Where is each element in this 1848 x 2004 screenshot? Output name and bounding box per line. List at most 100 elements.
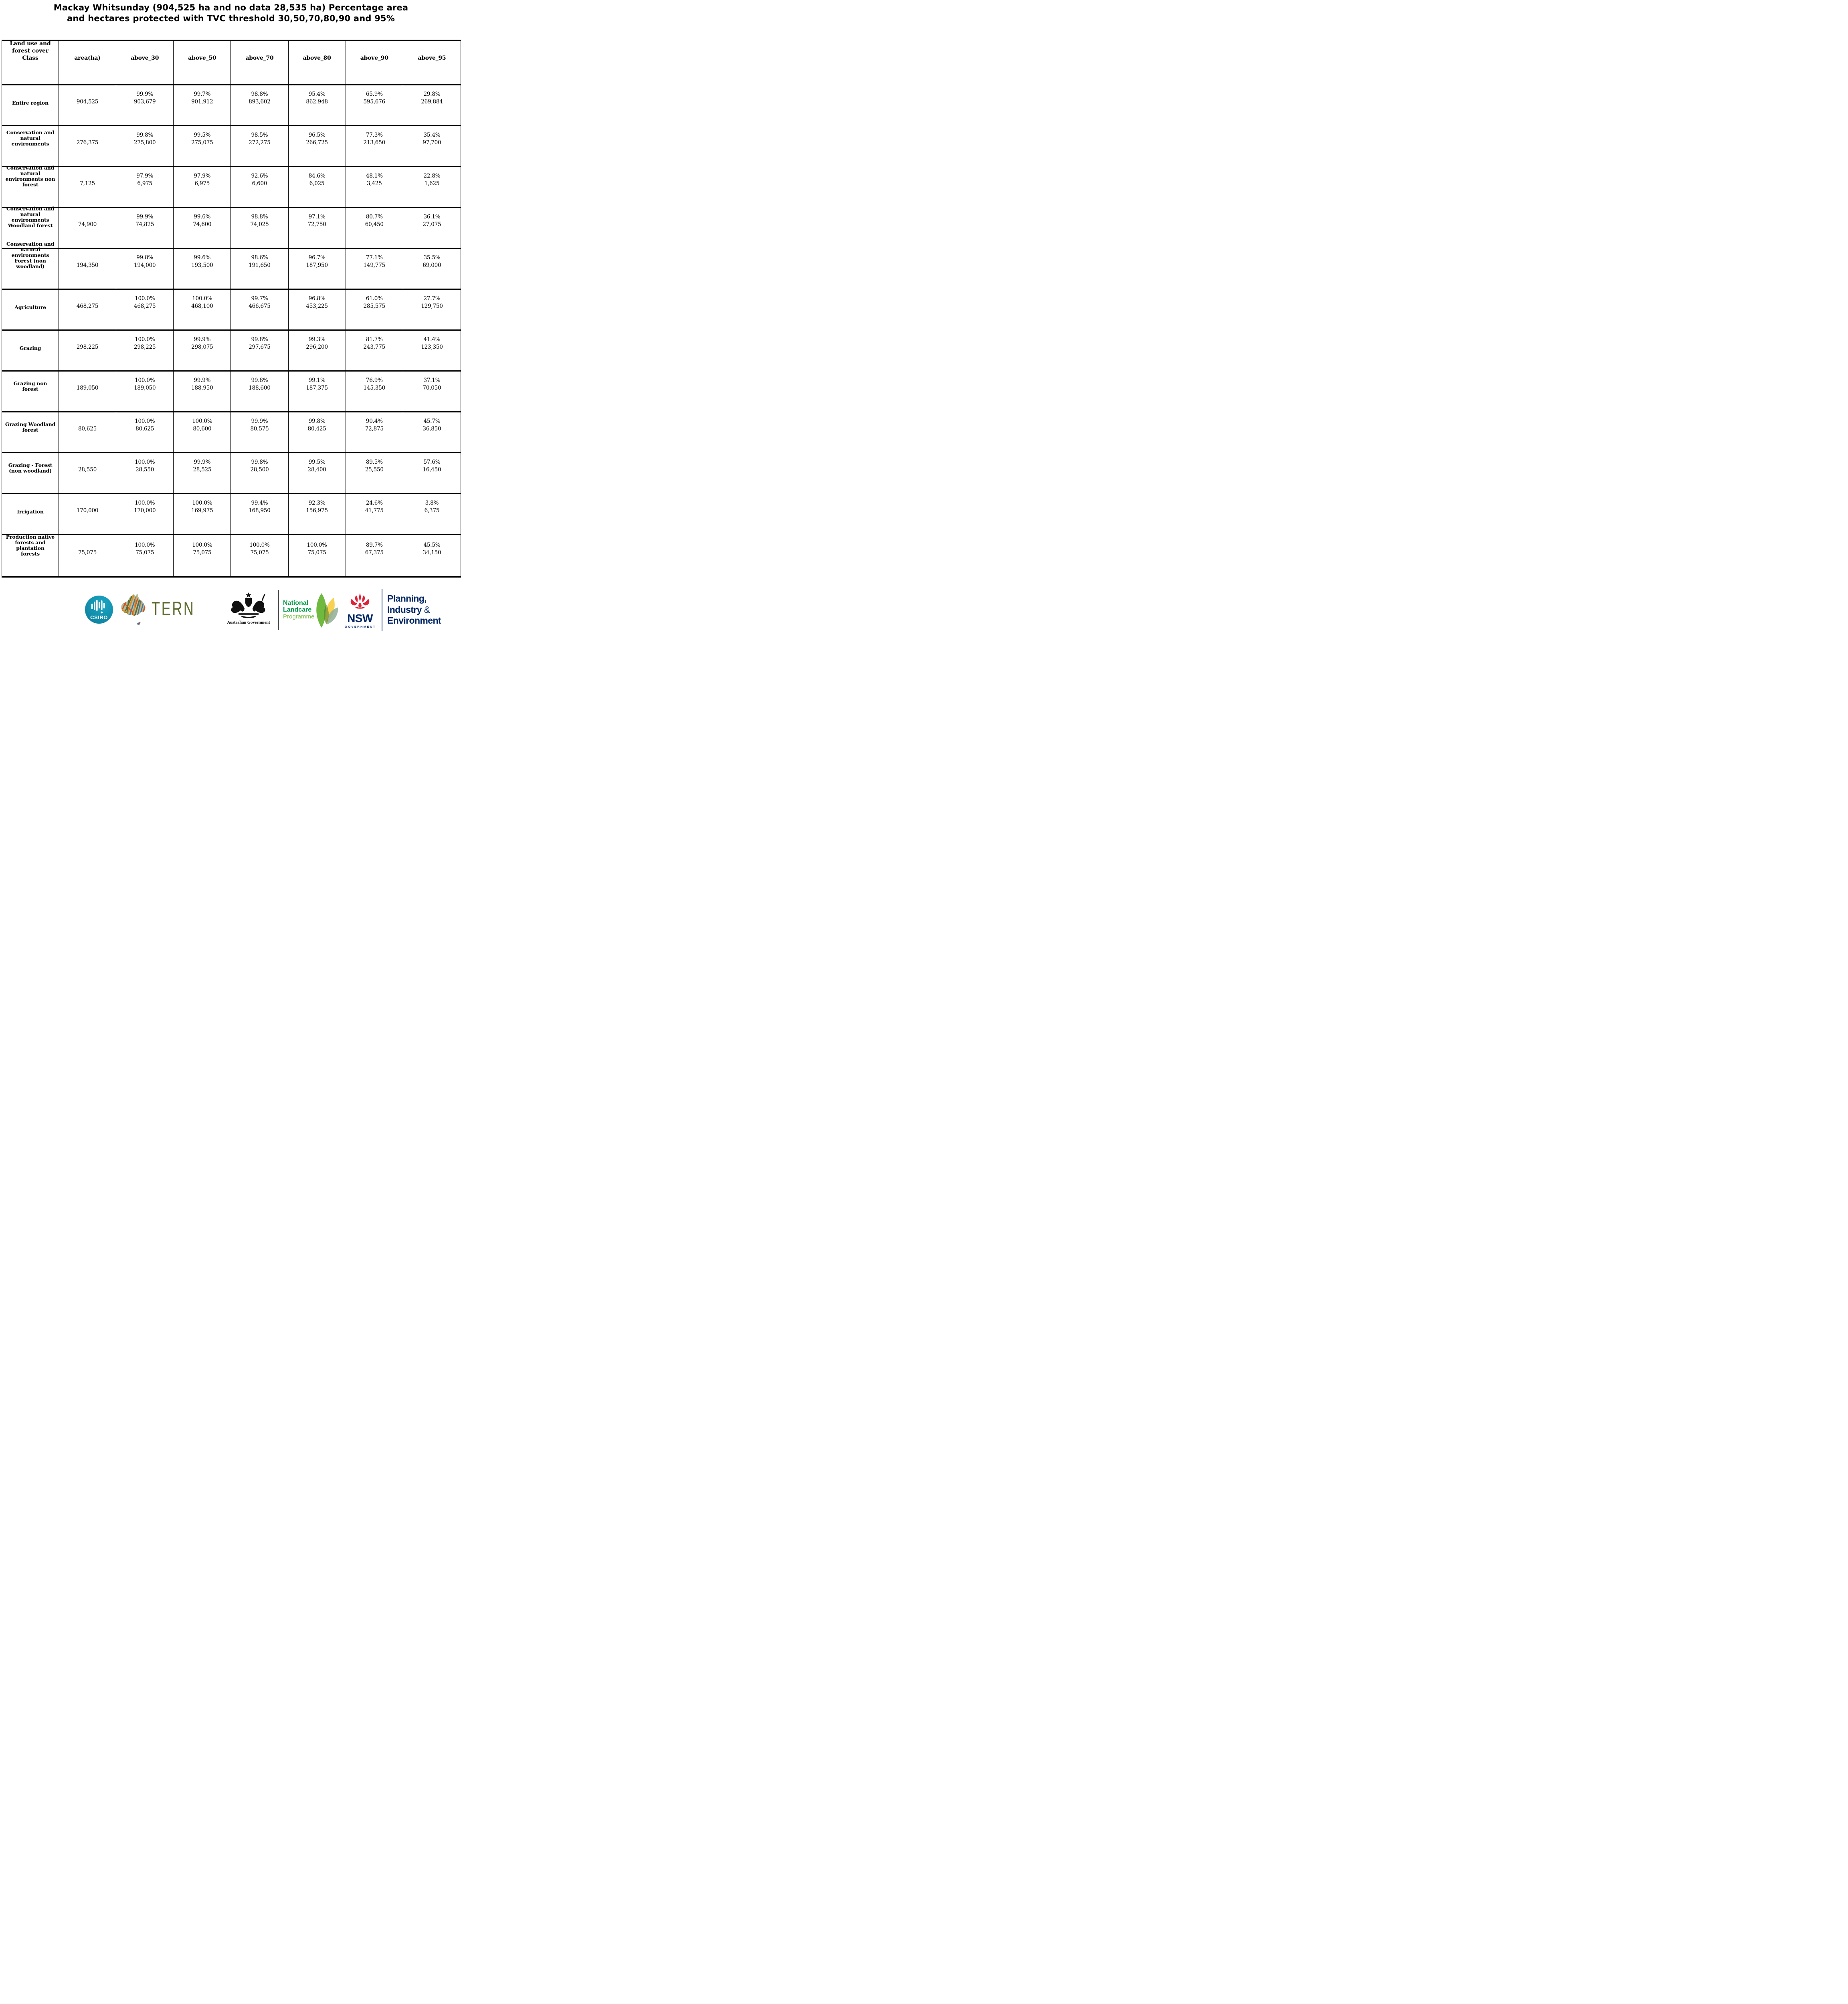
percent-value: 96.5% xyxy=(308,132,326,138)
hectares-value: 72,750 xyxy=(307,221,326,228)
percent-value: 98.8% xyxy=(251,91,268,97)
hectares-value: 169,975 xyxy=(191,507,213,514)
value-cell: 100.0% 28,550 xyxy=(116,453,174,493)
hectares-value: 80,575 xyxy=(250,426,269,432)
value-cell: 45.7% 36,850 xyxy=(403,412,461,452)
percent-value: 99.9% xyxy=(136,214,154,220)
col-header-label: above_95 xyxy=(418,55,446,61)
percent-value: 98.8% xyxy=(251,214,268,220)
value-cell: 100.0% 298,225 xyxy=(116,331,174,370)
area-cell: 276,375 xyxy=(59,126,117,166)
area-cell: 189,050 xyxy=(59,372,117,411)
percent-value: 37.1% xyxy=(423,377,441,384)
percent-value: 35.4% xyxy=(423,132,441,138)
hectares-value: 188,950 xyxy=(191,385,213,391)
hectares-value: 27,075 xyxy=(423,221,441,228)
hectares-value: 123,350 xyxy=(421,344,443,350)
percent-value: 100.0% xyxy=(249,542,270,548)
value-cell: 99.7% 466,675 xyxy=(231,290,289,329)
planning-industry-environment-wordmark: Planning, Industry & Environment xyxy=(387,593,441,626)
hectares-value: 80,600 xyxy=(193,426,212,432)
hectares-value: 72,875 xyxy=(365,426,384,432)
page-title-line1: Mackay Whitsunday (904,525 ha and no dat… xyxy=(53,3,408,12)
value-cell: 99.8% 28,500 xyxy=(231,453,289,493)
area-cell: 298,225 xyxy=(59,331,117,370)
row-label-line: Grazing Woodland xyxy=(5,421,56,427)
hectares-value: 243,775 xyxy=(363,344,386,350)
row-label-cell: Production native forests and plantation fo… xyxy=(2,534,59,576)
value-cell: 81.7% 243,775 xyxy=(346,331,403,370)
hectares-value: 194,000 xyxy=(133,262,156,269)
col-header-1: above_30 xyxy=(116,41,174,84)
hectares-value: 191,650 xyxy=(249,262,271,269)
hectares-value: 75,075 xyxy=(307,549,326,556)
hectares-value: 74,825 xyxy=(135,221,154,228)
nsw-waratah-icon xyxy=(350,592,370,609)
value-cell: 99.6% 193,500 xyxy=(174,249,231,289)
hectares-value: 297,675 xyxy=(249,344,271,350)
value-cell: 27.7% 129,750 xyxy=(403,290,461,329)
percent-value: 99.9% xyxy=(194,336,211,343)
percent-value: 99.9% xyxy=(194,377,211,384)
page-title: Mackay Whitsunday (904,525 ha and no dat… xyxy=(0,2,462,24)
table-row: Grazing 298,225 100.0% 298,225 99.9% 298,075 9… xyxy=(2,331,461,372)
planning-line3: Environment xyxy=(387,615,441,626)
nsw-government-logo: NSW GOVERNMENT xyxy=(345,592,375,628)
value-cell: 98.8% 74,025 xyxy=(231,208,289,248)
hectares-value: 16,450 xyxy=(423,467,441,473)
row-label-line: woodland) xyxy=(16,263,44,269)
col-header-label: above_50 xyxy=(188,55,216,61)
col-header-0: area(ha) xyxy=(59,41,117,84)
australian-government-label: Australian Government xyxy=(227,620,270,625)
percent-value: 99.6% xyxy=(194,255,211,261)
area-value: 74,900 xyxy=(78,221,97,228)
hectares-value: 80,425 xyxy=(307,426,326,432)
value-cell: 45.5% 34,150 xyxy=(403,535,461,576)
csiro-logo: CSIRO xyxy=(85,596,113,624)
area-value: 170,000 xyxy=(76,507,99,514)
row-label-line: Production native xyxy=(6,534,55,540)
value-cell: 99.9% 298,075 xyxy=(174,331,231,370)
value-cell: 35.5% 69,000 xyxy=(403,249,461,289)
row-label-line: natural xyxy=(20,170,40,176)
percent-value: 36.1% xyxy=(423,214,441,220)
hectares-value: 97,700 xyxy=(423,139,441,146)
hectares-value: 466,675 xyxy=(249,303,271,309)
value-cell: 99.9% 28,525 xyxy=(174,453,231,493)
percent-value: 97.1% xyxy=(308,214,326,220)
hectares-value: 75,075 xyxy=(193,549,212,556)
table-body: Entire region 904,525 99.9% 903,679 99.7% 901… xyxy=(2,85,461,576)
value-cell: 90.4% 72,875 xyxy=(346,412,403,452)
percent-value: 57.6% xyxy=(423,459,441,465)
percent-value: 35.5% xyxy=(423,255,441,261)
hectares-value: 893,602 xyxy=(249,99,271,105)
value-cell: 99.8% 297,675 xyxy=(231,331,289,370)
col-header-2: above_50 xyxy=(174,41,231,84)
row-label-line: forest xyxy=(22,182,38,188)
report-page: Mackay Whitsunday (904,525 ha and no dat… xyxy=(0,0,462,640)
landcare-leaves-icon xyxy=(316,593,338,628)
col-header-3: above_70 xyxy=(231,41,289,84)
row-label-line: Woodland forest xyxy=(8,222,53,228)
percent-value: 84.6% xyxy=(308,173,326,179)
value-cell: 3.8% 6,375 xyxy=(403,494,461,534)
percent-value: 41.4% xyxy=(423,336,441,343)
hectares-value: 129,750 xyxy=(421,303,443,309)
value-cell: 99.8% 194,000 xyxy=(116,249,174,289)
hectares-value: 60,450 xyxy=(365,221,384,228)
hectares-value: 298,225 xyxy=(133,344,156,350)
footer-logos: CSIRO xyxy=(0,584,462,637)
value-cell: 76.9% 145,350 xyxy=(346,372,403,411)
percent-value: 77.3% xyxy=(366,132,383,138)
hectares-value: 187,375 xyxy=(306,385,328,391)
percent-value: 100.0% xyxy=(192,418,212,424)
value-cell: 65.9% 595,676 xyxy=(346,85,403,125)
row-label-cell: Conservation and natural environments non f… xyxy=(2,165,59,207)
hectares-value: 275,800 xyxy=(133,139,156,146)
value-cell: 48.1% 3,425 xyxy=(346,167,403,207)
value-cell: 99.5% 275,075 xyxy=(174,126,231,166)
value-cell: 97.9% 6,975 xyxy=(174,167,231,207)
col-header-landuse-class: Land use and forest cover Class xyxy=(2,40,59,84)
area-value: 80,625 xyxy=(78,426,97,432)
australian-coat-of-arms-icon xyxy=(231,592,265,618)
